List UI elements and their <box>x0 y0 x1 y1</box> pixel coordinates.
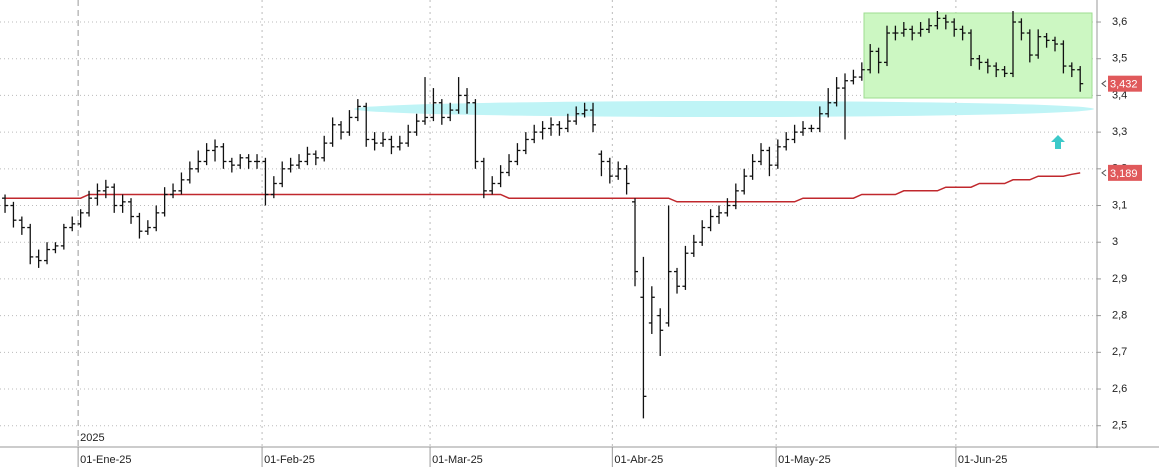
y-tick-label: 2,5 <box>1112 420 1127 432</box>
price-label: 3,432 <box>1110 79 1138 91</box>
x-tick-label: 01-Feb-25 <box>264 454 315 466</box>
price-label-box <box>1108 164 1142 181</box>
y-tick-label: 2,8 <box>1112 310 1127 322</box>
year-label: 2025 <box>80 432 104 444</box>
grid <box>0 0 1097 447</box>
y-tick-label: 3,5 <box>1112 53 1127 65</box>
price-pointer <box>1101 80 1107 88</box>
price-label: 3,189 <box>1110 168 1138 180</box>
range-box <box>863 12 1093 99</box>
plot <box>2 11 1084 419</box>
x-tick-label: 01-Abr-25 <box>614 454 663 466</box>
x-tick-label: 01-Ene-25 <box>80 454 131 466</box>
y-tick-label: 3,4 <box>1112 89 1127 101</box>
up-arrow <box>1051 135 1065 149</box>
y-tick-label: 2,7 <box>1112 346 1127 358</box>
x-tick-label: 01-May-25 <box>778 454 831 466</box>
y-tick-label: 3,6 <box>1112 16 1127 28</box>
moving-average <box>5 172 1081 203</box>
y-tick-label: 3 <box>1112 236 1118 248</box>
price-pointer <box>1101 169 1107 177</box>
x-tick-label: 01-Jun-25 <box>958 454 1008 466</box>
y-tick-label: 3,3 <box>1112 126 1127 138</box>
support-band <box>354 101 1094 117</box>
x-tick-label: 01-Mar-25 <box>432 454 483 466</box>
y-tick-label: 2,6 <box>1112 383 1127 395</box>
y-tick-label: 2,9 <box>1112 273 1127 285</box>
y-tick-label: 3,1 <box>1112 199 1127 211</box>
price-label-box <box>1108 75 1142 92</box>
